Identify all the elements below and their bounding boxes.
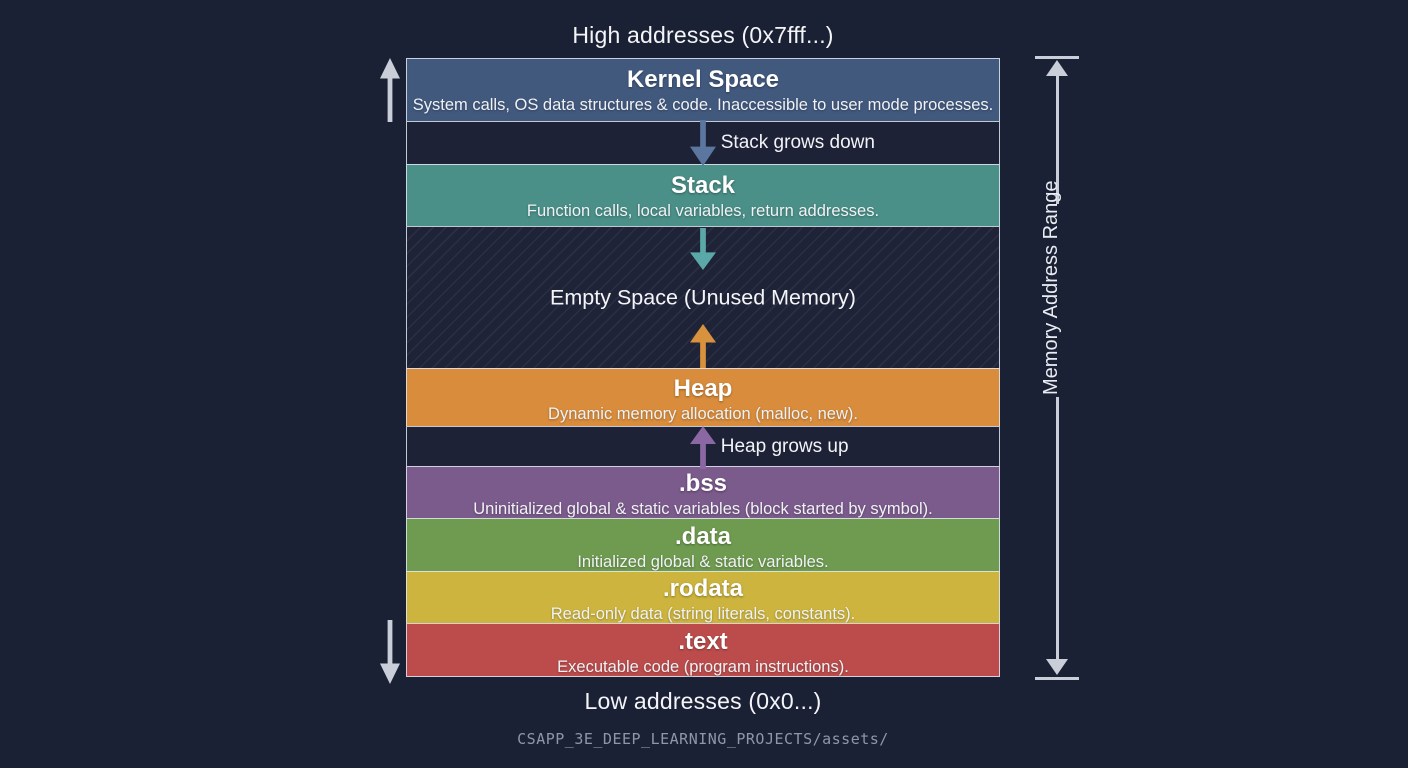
- bss-desc: Uninitialized global & static variables …: [473, 500, 933, 518]
- address-range-line-bottom: [1055, 397, 1059, 661]
- heap-title: Heap: [673, 375, 733, 402]
- kernel-desc: System calls, OS data structures & code.…: [412, 96, 994, 114]
- memory-segments-column: Kernel Space System calls, OS data struc…: [406, 58, 1000, 677]
- segment-empty-space: Empty Space (Unused Memory): [406, 226, 1000, 369]
- bss-title: .bss: [678, 470, 728, 497]
- left-up-arrow-icon: [380, 58, 400, 122]
- stack-grows-down-arrow-icon: [690, 120, 716, 166]
- address-range-top-cap: [1035, 56, 1079, 59]
- footer-path: CSAPP_3E_DEEP_LEARNING_PROJECTS/assets/: [517, 730, 889, 748]
- segment-text: .text Executable code (program instructi…: [406, 623, 1000, 677]
- address-range-line-top: [1055, 74, 1059, 204]
- heap-grows-up-label: Heap grows up: [720, 435, 849, 457]
- text-desc: Executable code (program instructions).: [557, 658, 849, 676]
- segment-kernel-space: Kernel Space System calls, OS data struc…: [406, 58, 1000, 122]
- data-desc: Initialized global & static variables.: [577, 553, 829, 571]
- empty-space-title: Empty Space (Unused Memory): [550, 285, 856, 309]
- kernel-title: Kernel Space: [626, 66, 780, 93]
- memory-address-range-label: Memory Address Range: [1040, 180, 1062, 395]
- rodata-desc: Read-only data (string literals, constan…: [550, 605, 856, 623]
- left-down-arrow-icon: [380, 620, 400, 684]
- segment-stack: Stack Function calls, local variables, r…: [406, 164, 1000, 227]
- address-range-bottom-cap: [1035, 677, 1079, 680]
- stack-title: Stack: [670, 172, 736, 199]
- segment-bss: .bss Uninitialized global & static varia…: [406, 466, 1000, 519]
- high-addresses-label: High addresses (0x7fff...): [572, 22, 834, 48]
- heap-grows-up-arrow-icon: [690, 426, 716, 469]
- stack-desc: Function calls, local variables, return …: [526, 202, 880, 220]
- segment-rodata: .rodata Read-only data (string literals,…: [406, 571, 1000, 624]
- data-title: .data: [674, 523, 731, 550]
- stack-grows-down-band: Stack grows down: [406, 120, 1000, 166]
- segment-data: .data Initialized global & static variab…: [406, 518, 1000, 572]
- heap-desc: Dynamic memory allocation (malloc, new).: [548, 405, 858, 423]
- text-title: .text: [678, 628, 728, 655]
- segment-heap: Heap Dynamic memory allocation (malloc, …: [406, 368, 1000, 427]
- low-addresses-label: Low addresses (0x0...): [584, 688, 822, 714]
- stack-grows-down-label: Stack grows down: [720, 132, 875, 153]
- rodata-title: .rodata: [662, 575, 743, 602]
- address-range-down-arrowhead-icon: [1046, 659, 1068, 675]
- heap-grows-up-band: Heap grows up: [406, 426, 1000, 469]
